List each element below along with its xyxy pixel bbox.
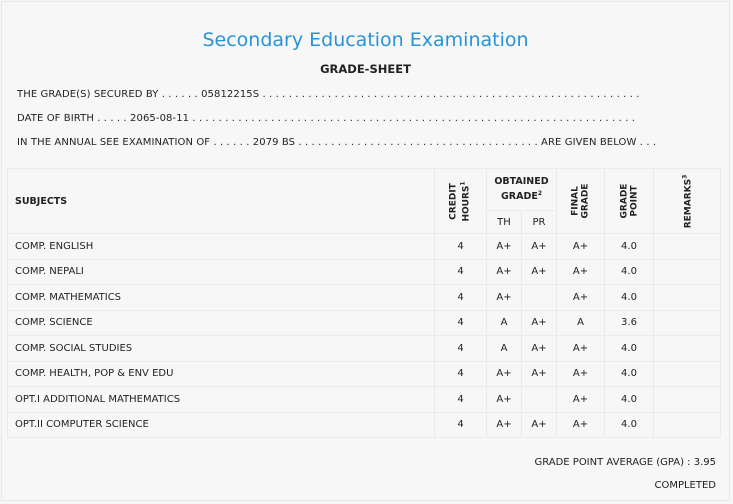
remarks-cell — [653, 233, 721, 260]
final-grade-cell: A+ — [556, 335, 605, 362]
grade-point-cell: 4.0 — [604, 386, 654, 413]
th-grade-cell: A+ — [486, 411, 522, 438]
th-grade-cell: A+ — [486, 233, 522, 260]
grades-table: SUBJECTS CREDIT HOURS1 OBTAINED GRADE2 FIN… — [7, 168, 721, 438]
table-row: COMP. NEPALI 4 A+ A+ A+ 4.0 — [7, 258, 721, 285]
th-grade-cell: A+ — [486, 284, 522, 311]
table-row: OPT.I ADDITIONAL MATHEMATICS 4 A+ A+ 4.0 — [7, 386, 721, 413]
header-pr: PR — [521, 210, 557, 234]
th-grade-cell: A — [486, 309, 522, 336]
final-grade-cell: A+ — [556, 258, 605, 285]
final-grade-cell: A+ — [556, 284, 605, 311]
table-row: COMP. SCIENCE 4 A A+ A 3.6 — [7, 309, 721, 336]
th-grade-cell: A — [486, 335, 522, 362]
credit-cell: 4 — [434, 386, 487, 413]
grade-point-cell: 4.0 — [604, 284, 654, 311]
subject-cell: OPT.I ADDITIONAL MATHEMATICS — [7, 386, 435, 413]
final-grade-cell: A+ — [556, 233, 605, 260]
remarks-cell — [653, 258, 721, 285]
gpa-summary: GRADE POINT AVERAGE (GPA) : 3.95 — [534, 457, 716, 468]
remarks-cell — [653, 309, 721, 336]
header-credit-hours: CREDIT HOURS1 — [434, 168, 487, 234]
header-final-grade: FINAL GRADE — [556, 168, 605, 234]
grade-point-cell: 4.0 — [604, 258, 654, 285]
grade-point-cell: 4.0 — [604, 411, 654, 438]
credit-cell: 4 — [434, 360, 487, 387]
grade-point-cell: 3.6 — [604, 309, 654, 336]
pr-grade-cell: A+ — [521, 335, 557, 362]
page-subtitle: GRADE-SHEET — [320, 62, 411, 76]
grade-point-cell: 4.0 — [604, 233, 654, 260]
header-th: TH — [486, 210, 522, 234]
remarks-cell — [653, 411, 721, 438]
pr-grade-cell — [521, 284, 557, 311]
th-grade-cell: A+ — [486, 258, 522, 285]
table-row: COMP. ENGLISH 4 A+ A+ A+ 4.0 — [7, 233, 721, 260]
subject-cell: OPT.II COMPUTER SCIENCE — [7, 411, 435, 438]
credit-cell: 4 — [434, 258, 487, 285]
final-grade-cell: A+ — [556, 411, 605, 438]
credit-cell: 4 — [434, 335, 487, 362]
status-label: COMPLETED — [654, 480, 716, 491]
table-row: COMP. HEALTH, POP & ENV EDU 4 A+ A+ A+ 4.0 — [7, 360, 721, 387]
subject-cell: COMP. NEPALI — [7, 258, 435, 285]
th-grade-cell: A+ — [486, 360, 522, 387]
pr-grade-cell: A+ — [521, 309, 557, 336]
pr-grade-cell: A+ — [521, 411, 557, 438]
page-title: Secondary Education Examination — [202, 29, 529, 51]
header-grade-point: GRADE POINT — [604, 168, 654, 234]
th-grade-cell: A+ — [486, 386, 522, 413]
credit-cell: 4 — [434, 284, 487, 311]
credit-cell: 4 — [434, 309, 487, 336]
header-subjects: SUBJECTS — [7, 168, 435, 234]
grade-secured-by-line: THE GRADE(S) SECURED BY . . . . . . 0581… — [17, 89, 640, 100]
credit-cell: 4 — [434, 411, 487, 438]
subject-cell: COMP. MATHEMATICS — [7, 284, 435, 311]
subject-cell: COMP. SOCIAL STUDIES — [7, 335, 435, 362]
pr-grade-cell — [521, 386, 557, 413]
table-row: COMP. SOCIAL STUDIES 4 A A+ A+ 4.0 — [7, 335, 721, 362]
final-grade-cell: A+ — [556, 360, 605, 387]
exam-line: IN THE ANNUAL SEE EXAMINATION OF . . . .… — [17, 137, 657, 148]
header-remarks: REMARKS3 — [653, 168, 721, 234]
final-grade-cell: A — [556, 309, 605, 336]
pr-grade-cell: A+ — [521, 258, 557, 285]
table-row: COMP. MATHEMATICS 4 A+ A+ 4.0 — [7, 284, 721, 311]
header-obtained-grade: OBTAINED GRADE2 — [486, 168, 557, 211]
remarks-cell — [653, 386, 721, 413]
grade-point-cell: 4.0 — [604, 360, 654, 387]
final-grade-cell: A+ — [556, 386, 605, 413]
date-of-birth-line: DATE OF BIRTH . . . . . 2065-08-11 . . .… — [17, 113, 636, 124]
table-row: OPT.II COMPUTER SCIENCE 4 A+ A+ A+ 4.0 — [7, 411, 721, 438]
remarks-cell — [653, 360, 721, 387]
remarks-cell — [653, 284, 721, 311]
pr-grade-cell: A+ — [521, 233, 557, 260]
pr-grade-cell: A+ — [521, 360, 557, 387]
subject-cell: COMP. SCIENCE — [7, 309, 435, 336]
grade-point-cell: 4.0 — [604, 335, 654, 362]
subject-cell: COMP. HEALTH, POP & ENV EDU — [7, 360, 435, 387]
remarks-cell — [653, 335, 721, 362]
credit-cell: 4 — [434, 233, 487, 260]
subject-cell: COMP. ENGLISH — [7, 233, 435, 260]
